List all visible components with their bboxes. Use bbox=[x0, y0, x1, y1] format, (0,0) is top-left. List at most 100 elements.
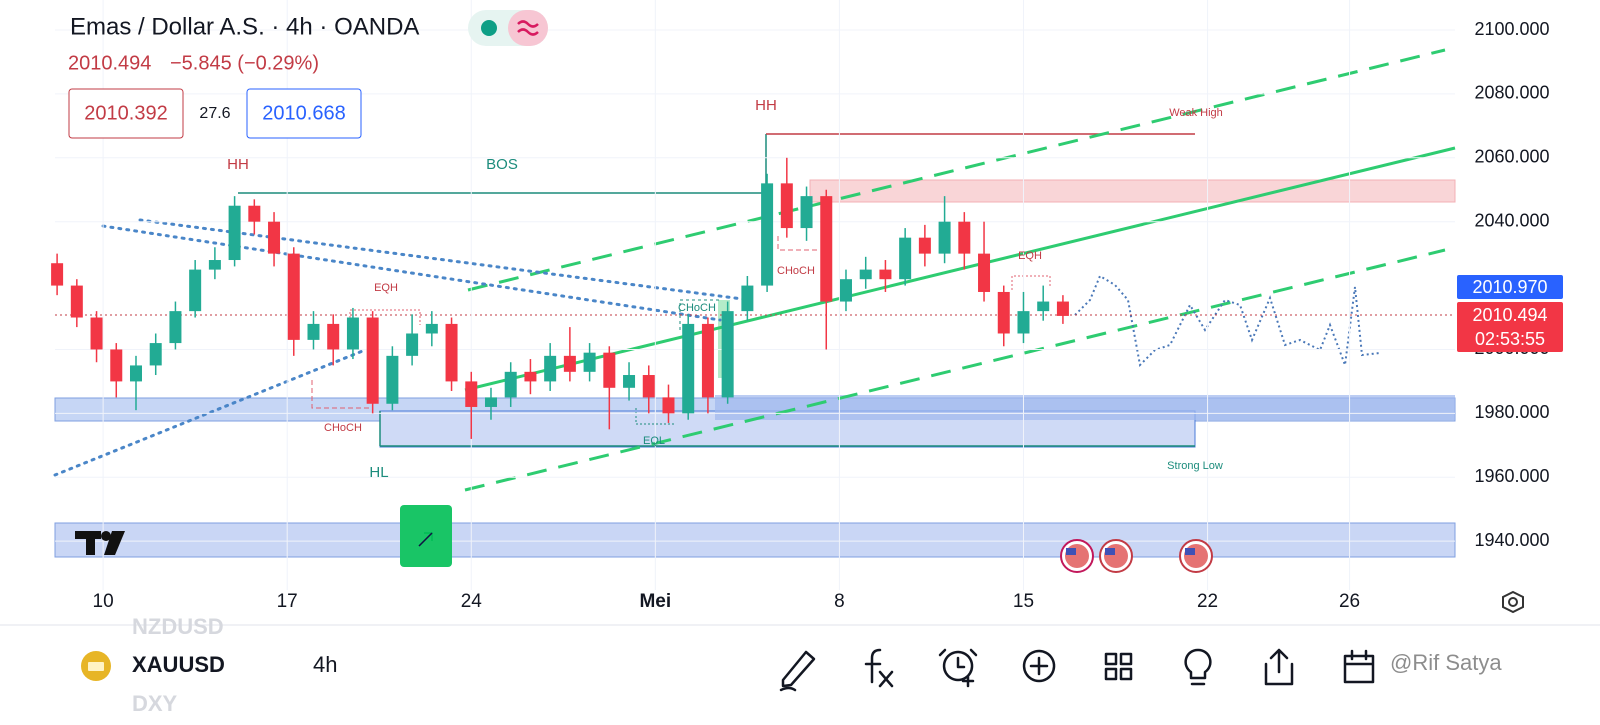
channel-upper bbox=[467, 48, 1446, 292]
x-tick-label: 22 bbox=[1197, 591, 1218, 612]
candle-body bbox=[149, 343, 162, 366]
candle-body bbox=[623, 375, 636, 388]
candle-body bbox=[228, 205, 241, 261]
x-tick-label: 24 bbox=[461, 591, 483, 612]
x-tick-label: 10 bbox=[93, 591, 114, 612]
candle-body bbox=[425, 323, 438, 334]
annotation: EQH bbox=[1018, 250, 1042, 262]
trendline bbox=[101, 224, 722, 322]
price-change: −5.845 (−0.29%) bbox=[170, 52, 319, 74]
y-tick-label: 2060.000 bbox=[1474, 147, 1549, 167]
watermark: @Rif Satya bbox=[1390, 650, 1502, 675]
calendar-tool[interactable] bbox=[1343, 649, 1375, 684]
annotation: Weak High bbox=[1169, 107, 1223, 119]
candle-body bbox=[504, 371, 517, 398]
choch-line bbox=[777, 236, 820, 251]
candle-body bbox=[465, 381, 478, 407]
symbol-icon-bars bbox=[88, 662, 104, 671]
sell-button[interactable] bbox=[68, 88, 184, 139]
candle-body bbox=[327, 323, 340, 350]
ideas-tool[interactable] bbox=[1184, 648, 1212, 686]
x-tick-label: 17 bbox=[277, 591, 298, 612]
annotation: HH bbox=[227, 156, 249, 173]
candle-body bbox=[406, 333, 419, 356]
choch-line bbox=[679, 299, 720, 330]
annotation: HL bbox=[369, 464, 388, 481]
buy-price: 2010.668 bbox=[262, 102, 345, 124]
x-tick-label: 8 bbox=[834, 591, 845, 612]
choch-line bbox=[311, 380, 370, 409]
alert-tool[interactable] bbox=[938, 648, 978, 688]
indicators-tool[interactable] bbox=[864, 648, 894, 688]
bid-price: 2010.970 bbox=[1472, 277, 1547, 297]
supply-zone bbox=[809, 179, 1456, 203]
candle-body bbox=[938, 221, 951, 254]
next-symbol: DXY bbox=[132, 691, 178, 716]
buy-button[interactable] bbox=[246, 88, 362, 139]
market-open-dot bbox=[481, 20, 497, 36]
candle-body bbox=[918, 237, 931, 254]
annotation: EQL bbox=[643, 435, 665, 447]
candle-body bbox=[761, 183, 774, 286]
trendline bbox=[138, 218, 752, 302]
candle-body bbox=[307, 323, 320, 340]
candle-body bbox=[1056, 301, 1069, 316]
add-tool[interactable] bbox=[1022, 649, 1056, 683]
wave-icon bbox=[517, 20, 539, 36]
candle-body bbox=[544, 355, 557, 382]
candle-body bbox=[1037, 301, 1050, 312]
sell-price: 2010.392 bbox=[84, 102, 167, 124]
y-tick-label: 1940.000 bbox=[1474, 530, 1549, 550]
annotation: HH bbox=[755, 97, 777, 114]
wave-badge[interactable] bbox=[508, 10, 548, 46]
candle-body bbox=[662, 397, 675, 414]
tv-logo bbox=[75, 531, 125, 555]
bid-badge bbox=[1457, 275, 1563, 299]
candle-body bbox=[820, 196, 833, 302]
candle-body bbox=[208, 260, 221, 270]
annotation: CHoCH bbox=[678, 302, 716, 314]
order-block bbox=[715, 395, 1455, 420]
candle-body bbox=[346, 317, 359, 350]
last-badge bbox=[1457, 302, 1563, 352]
bar-countdown: 02:53:55 bbox=[1475, 329, 1545, 349]
prev-symbol: NZDUSD bbox=[132, 614, 224, 639]
candle-body bbox=[268, 221, 281, 254]
candle-body bbox=[484, 397, 497, 407]
candle-body bbox=[642, 375, 655, 398]
symbol[interactable]: XAUUSD bbox=[132, 652, 225, 677]
y-tick-label: 1960.000 bbox=[1474, 466, 1549, 486]
event-icons[interactable] bbox=[1060, 539, 1213, 573]
spread: 27.6 bbox=[199, 105, 230, 122]
forecast-path bbox=[1074, 274, 1381, 368]
header: Emas / Dollar A.S. · 4h · OANDA 2010.494… bbox=[68, 10, 548, 139]
draw-tool[interactable] bbox=[779, 650, 816, 692]
settings-button[interactable] bbox=[1502, 590, 1524, 614]
candle-body bbox=[839, 279, 852, 302]
annotation: Strong Low bbox=[1167, 460, 1223, 472]
y-tick-label: 2080.000 bbox=[1474, 83, 1549, 103]
candle-body bbox=[682, 323, 695, 414]
share-tool[interactable] bbox=[1264, 648, 1294, 686]
grid bbox=[55, 0, 1455, 590]
candle-body bbox=[780, 183, 793, 229]
candle-body bbox=[90, 317, 103, 350]
candle-body bbox=[248, 205, 261, 222]
candle-body bbox=[997, 291, 1010, 334]
candles bbox=[51, 157, 1069, 439]
layout-tool[interactable] bbox=[1104, 652, 1133, 681]
candle-body bbox=[51, 263, 64, 286]
candle-body bbox=[899, 237, 912, 280]
candle-body bbox=[169, 311, 182, 344]
candle-body bbox=[129, 365, 142, 382]
angle-tool[interactable] bbox=[400, 505, 452, 567]
interval[interactable]: 4h bbox=[313, 652, 337, 677]
candle-body bbox=[958, 221, 971, 254]
candle-body bbox=[287, 253, 300, 340]
annotations: HH HH BOS EQH EQH CHoCH CHoCH CHoCH EQL HL Weak Hi… bbox=[227, 97, 1223, 481]
last-price-badge: 2010.494 bbox=[1472, 305, 1547, 325]
candle-body bbox=[445, 323, 458, 382]
y-tick-label: 2100.000 bbox=[1474, 19, 1549, 39]
